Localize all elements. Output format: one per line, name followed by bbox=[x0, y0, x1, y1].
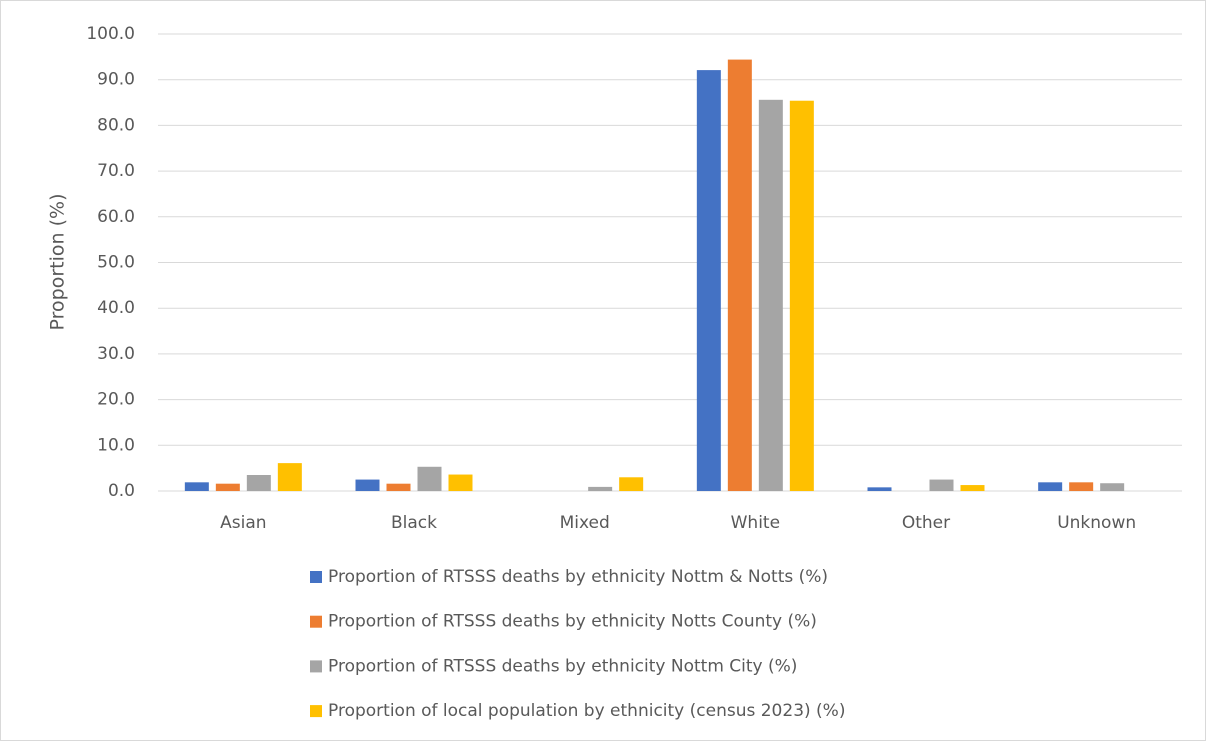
legend-swatch bbox=[310, 615, 322, 628]
legend-swatch bbox=[310, 660, 322, 673]
x-tick-label: Asian bbox=[220, 513, 266, 533]
y-tick-label: 40.0 bbox=[97, 298, 135, 318]
bar bbox=[1100, 483, 1125, 491]
bar bbox=[960, 485, 985, 491]
y-tick-label: 50.0 bbox=[97, 253, 135, 273]
legend-label: Proportion of RTSSS deaths by ethnicity … bbox=[328, 612, 817, 632]
y-tick-label: 30.0 bbox=[97, 344, 135, 364]
bar bbox=[588, 486, 613, 491]
y-tick-label: 100.0 bbox=[86, 24, 135, 44]
bar bbox=[789, 100, 814, 492]
y-tick-label: 20.0 bbox=[97, 390, 135, 410]
bar bbox=[448, 474, 473, 491]
legend-label: Proportion of RTSSS deaths by ethnicity … bbox=[328, 656, 797, 676]
bar bbox=[184, 482, 209, 491]
y-axis-title: Proportion (%) bbox=[47, 194, 69, 331]
y-tick-label: 0.0 bbox=[108, 481, 135, 501]
y-tick-label: 70.0 bbox=[97, 161, 135, 181]
legend-swatch bbox=[310, 571, 322, 583]
x-tick-label: White bbox=[731, 513, 780, 533]
y-tick-label: 10.0 bbox=[97, 435, 135, 455]
legend-label: Proportion of local population by ethnic… bbox=[328, 701, 845, 721]
bar bbox=[758, 99, 783, 492]
bar bbox=[246, 475, 271, 491]
y-tick-label: 60.0 bbox=[97, 207, 135, 227]
bar bbox=[727, 59, 752, 491]
legend-swatch bbox=[310, 705, 322, 718]
x-tick-label: Other bbox=[902, 513, 950, 533]
bar bbox=[386, 483, 411, 491]
bar bbox=[417, 466, 442, 491]
bar bbox=[929, 479, 954, 491]
bar bbox=[215, 483, 240, 491]
y-tick-label: 90.0 bbox=[97, 70, 135, 90]
x-tick-label: Mixed bbox=[560, 513, 610, 533]
legend-label: Proportion of RTSSS deaths by ethnicity … bbox=[328, 567, 828, 587]
bar bbox=[1038, 482, 1063, 491]
bar bbox=[867, 487, 892, 491]
x-tick-label: Black bbox=[391, 513, 437, 533]
y-tick-label: 80.0 bbox=[97, 115, 135, 135]
bar bbox=[355, 479, 380, 491]
bar bbox=[1069, 482, 1094, 491]
bar bbox=[696, 70, 721, 491]
bar bbox=[277, 463, 302, 491]
x-tick-label: Unknown bbox=[1057, 513, 1136, 533]
bar bbox=[619, 477, 644, 491]
